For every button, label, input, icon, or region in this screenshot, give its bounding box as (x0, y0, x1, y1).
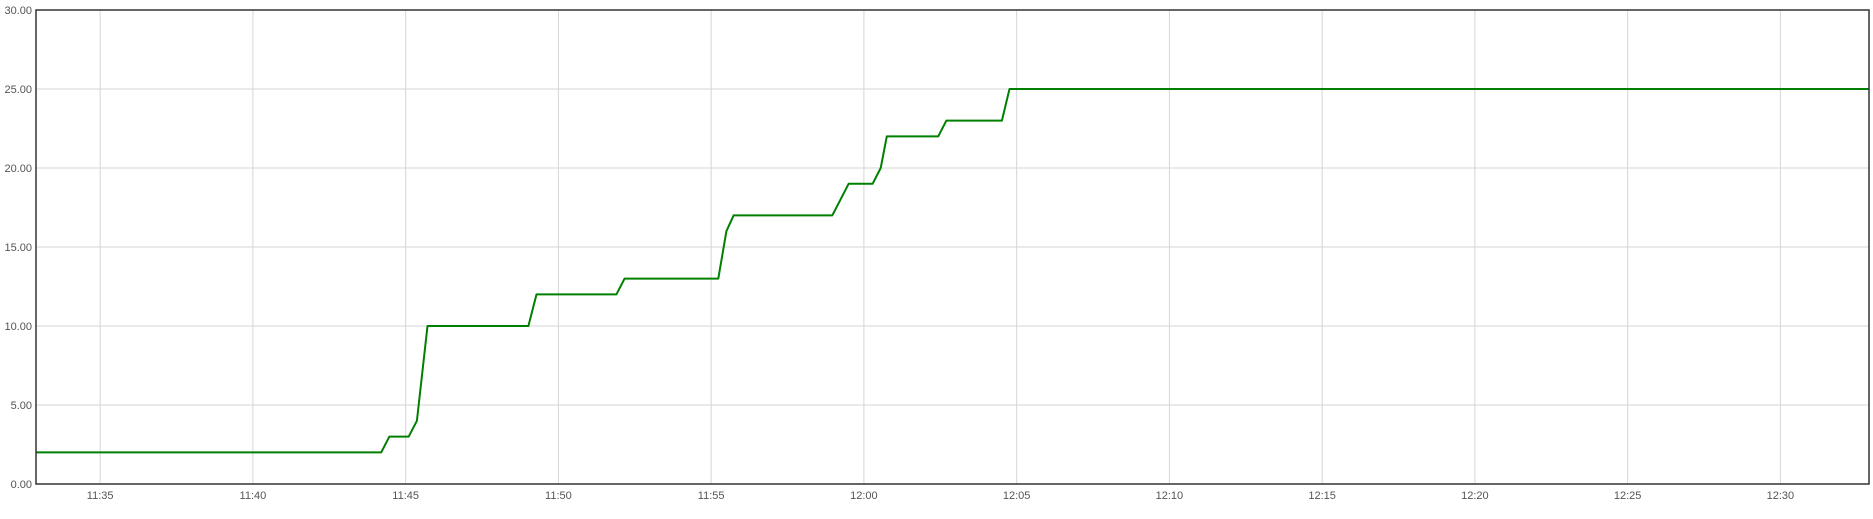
x-tick-label: 11:45 (392, 490, 419, 502)
x-tick-label: 12:15 (1308, 490, 1336, 502)
series-line (36, 88, 1869, 454)
y-tick-label: 10.00 (4, 321, 32, 333)
y-tick-label: 5.00 (11, 400, 32, 412)
x-tick-label: 12:10 (1156, 490, 1184, 502)
series-layer (36, 88, 1869, 454)
x-tick-label: 12:00 (850, 490, 878, 502)
y-tick-label: 0.00 (11, 479, 32, 491)
x-tick-label: 11:35 (87, 490, 114, 502)
plot-frame (35, 9, 1870, 485)
y-tick-label: 15.00 (4, 242, 32, 254)
y-tick-label: 20.00 (4, 163, 32, 175)
x-tick-label: 11:55 (698, 490, 725, 502)
x-tick-label: 12:25 (1614, 490, 1642, 502)
y-tick-label: 30.00 (4, 5, 32, 17)
x-tick-label: 11:40 (240, 490, 267, 502)
x-tick-label: 12:05 (1003, 490, 1031, 502)
horizontal-gridlines (36, 9, 1869, 485)
x-axis-tick-labels: 11:35 11:40 11:45 11:50 11:55 12:00 12:05 12:10… (87, 490, 1794, 502)
x-tick-label: 12:30 (1767, 490, 1795, 502)
x-tick-label: 11:50 (545, 490, 572, 502)
x-tick-label: 12:20 (1461, 490, 1489, 502)
y-tick-label: 25.00 (4, 84, 32, 96)
y-axis-tick-labels: 0.00 5.00 10.00 15.00 20.00 25.00 30.00 (4, 5, 32, 491)
